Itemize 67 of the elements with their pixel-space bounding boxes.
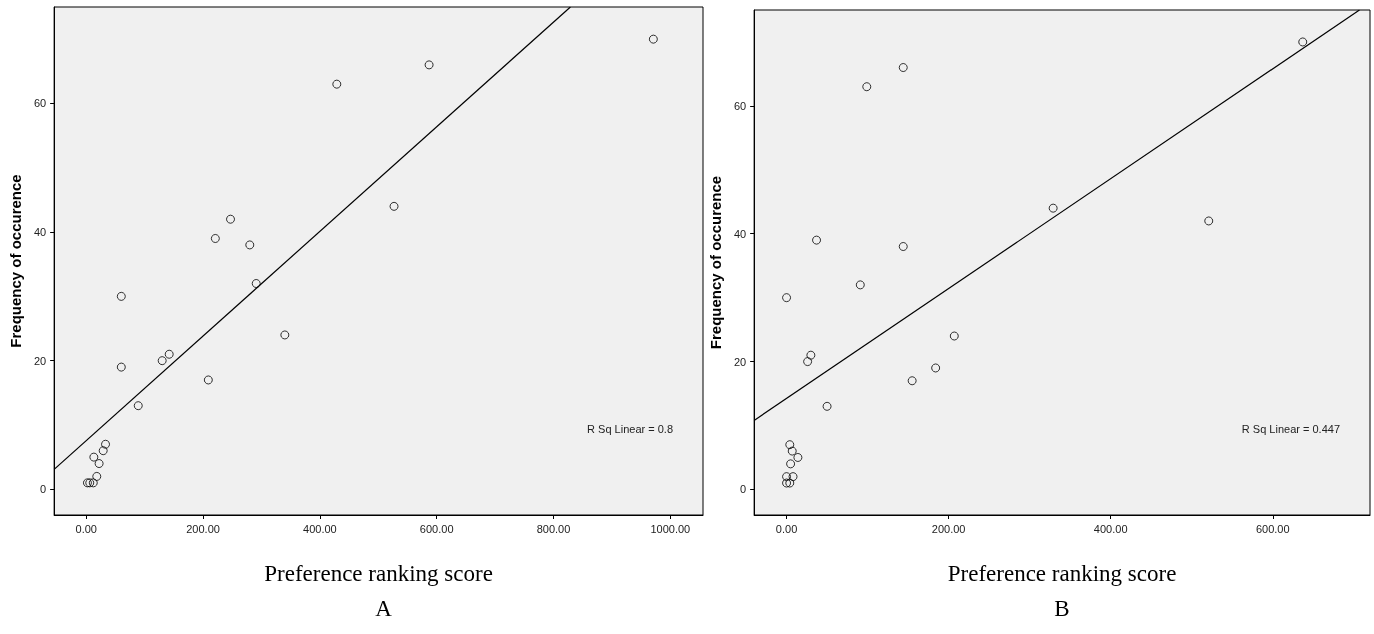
point: [92, 471, 102, 481]
point: [803, 357, 813, 367]
point: [101, 439, 111, 449]
point: [786, 459, 796, 469]
x-tick-label: 0.00: [775, 522, 798, 535]
y-tick-label: 20: [33, 354, 47, 367]
point: [210, 234, 220, 243]
point: [787, 446, 797, 456]
point: [89, 452, 99, 462]
y-axis-title: Frequency of occurence: [7, 174, 24, 348]
annotation: R Sq Linear = 0.447: [1241, 422, 1340, 435]
x-tick-label: 200.00: [186, 522, 220, 535]
point: [164, 349, 174, 359]
point: [94, 459, 104, 469]
point: [898, 63, 908, 73]
point: [389, 201, 399, 211]
point: [806, 350, 816, 360]
x-tick-label: 800.00: [536, 522, 571, 535]
annotation: R Sq Linear = 0.8: [587, 422, 674, 435]
y-tick-label: 40: [33, 226, 47, 239]
point: [1204, 216, 1214, 226]
point: [251, 279, 261, 288]
point: [788, 472, 798, 482]
point: [907, 376, 917, 386]
y-tick-label: 60: [33, 97, 47, 110]
y-tick-label: 60: [733, 99, 747, 112]
x-tick-label: 400.00: [1093, 522, 1128, 535]
point: [949, 331, 959, 341]
point: [424, 60, 434, 70]
y-tick-label: 20: [733, 355, 747, 368]
point: [116, 291, 126, 301]
y-tick-label: 40: [733, 227, 747, 240]
y-axis-title: Frequency of occurence: [707, 175, 724, 350]
point: [98, 446, 108, 456]
point: [203, 375, 213, 385]
point: [648, 34, 658, 44]
y-tick-label: 0: [40, 483, 47, 496]
point: [931, 363, 941, 373]
point: [332, 79, 342, 89]
point: [226, 214, 236, 224]
point: [133, 401, 143, 411]
x-tick-label: 400.00: [303, 522, 337, 535]
point: [782, 472, 792, 482]
y-tick-label: 0: [740, 483, 747, 496]
point: [1298, 37, 1308, 47]
x-tick-label: 200.00: [931, 522, 966, 535]
point: [1048, 203, 1058, 213]
text: B: [1054, 596, 1070, 621]
point: [280, 330, 290, 340]
point: [855, 280, 865, 290]
x-tick-label: 0.00: [75, 522, 97, 535]
point: [157, 356, 167, 366]
point: [245, 240, 255, 250]
point: [822, 401, 832, 411]
x-axis-title: Preference ranking score: [264, 561, 493, 586]
x-tick-label: 600.00: [419, 522, 454, 535]
point: [812, 235, 822, 245]
point: [116, 362, 126, 372]
point: [782, 293, 792, 303]
x-tick-label: 1000.00: [650, 522, 691, 535]
point: [898, 242, 908, 252]
x-tick-label: 600.00: [1255, 522, 1290, 535]
x-axis-title: Preference ranking score: [947, 561, 1177, 586]
point: [862, 82, 872, 92]
point: [785, 440, 795, 450]
point: [793, 452, 803, 462]
text: A: [375, 596, 393, 621]
